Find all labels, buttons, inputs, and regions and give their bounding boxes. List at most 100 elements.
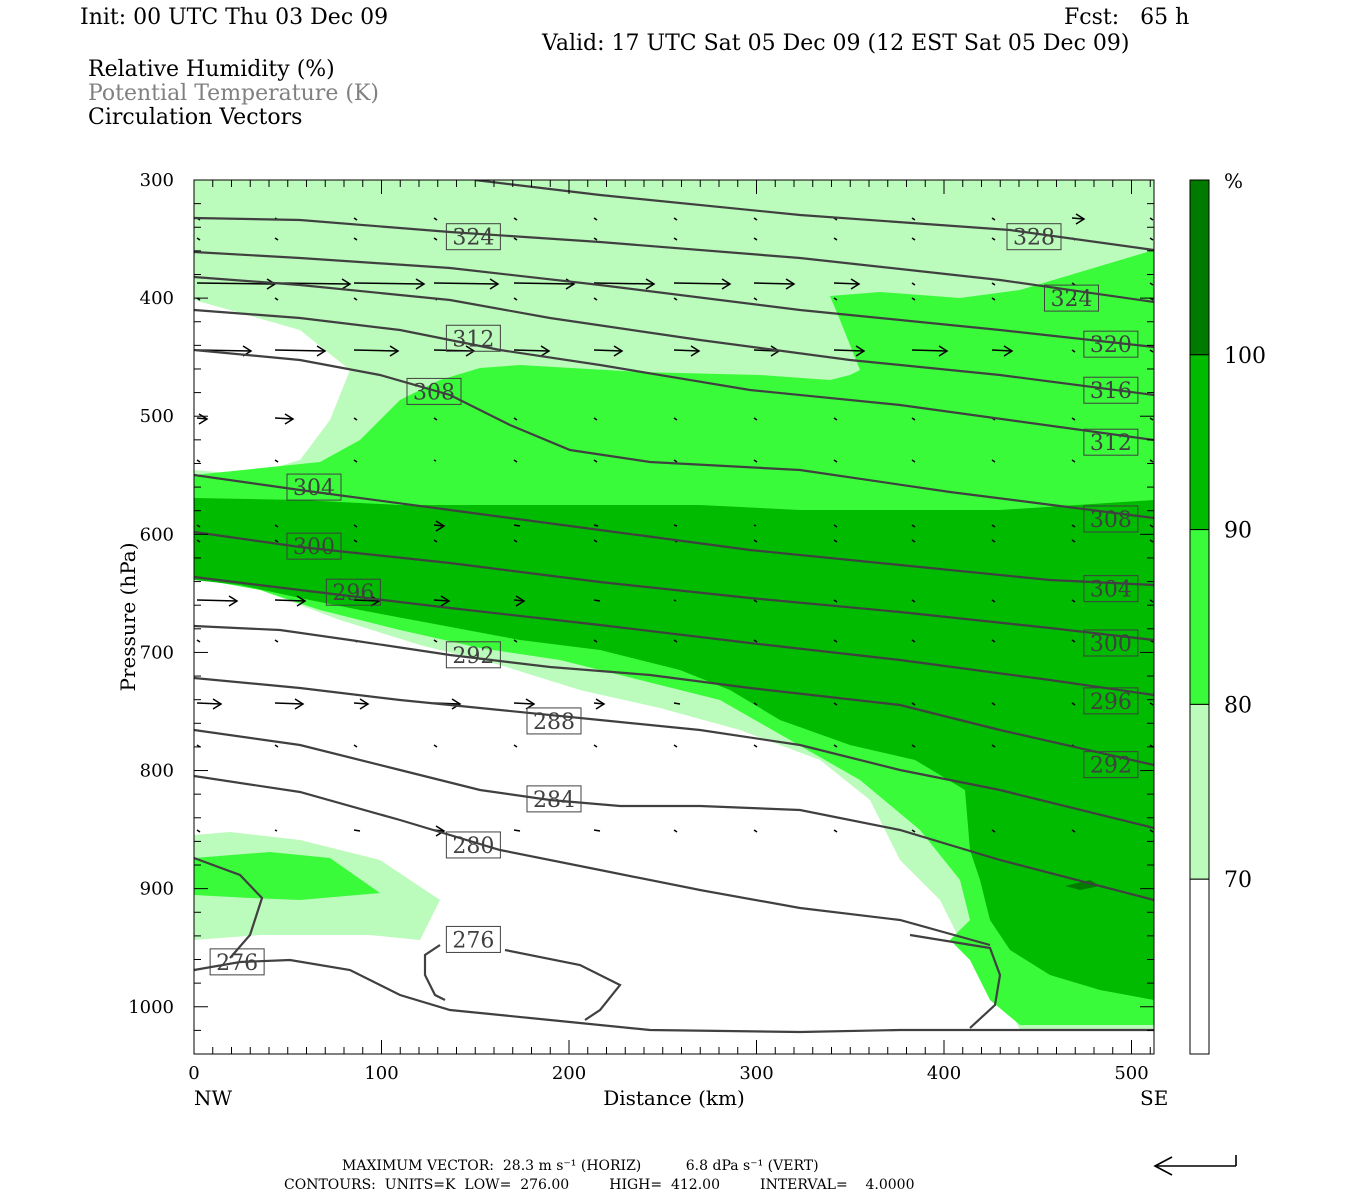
- contour-label-box: [1083, 376, 1139, 404]
- contour-label-box: [526, 707, 582, 735]
- circulation-vector: [911, 702, 916, 706]
- vector-arrowhead: [294, 698, 305, 710]
- circulation-vector: [753, 282, 795, 285]
- circulation-vector: [1149, 349, 1154, 353]
- circulation-vector: [1149, 539, 1154, 543]
- circulation-vector: [1071, 639, 1076, 643]
- circulation-vector: [753, 297, 758, 301]
- rh-90-region: [194, 498, 1154, 1000]
- circulation-vector: [196, 702, 222, 705]
- vector-arrowhead: [855, 345, 866, 357]
- circulation-vector: [593, 459, 598, 463]
- circulation-vector: [1149, 459, 1154, 463]
- theta-contour-280-mid: [504, 948, 622, 1021]
- circulation-vector: [274, 349, 326, 352]
- max-vector-note: MAXIMUM VECTOR: 28.3 m s⁻¹ (HORIZ) 6.8 d…: [342, 1158, 819, 1174]
- contour-label: 316: [1090, 379, 1132, 404]
- circulation-vector: [513, 744, 518, 748]
- contour-label: 292: [452, 644, 494, 669]
- circulation-vector: [673, 744, 678, 748]
- contour-label: 308: [413, 380, 455, 405]
- circulation-vector: [753, 599, 758, 603]
- plot-frame: [193, 179, 1155, 1055]
- colorbar-unit: %: [1224, 169, 1243, 193]
- circulation-vector: [353, 417, 358, 421]
- theta-contour-284: [194, 774, 991, 947]
- colorbar-segment: [1189, 703, 1210, 880]
- rh-below70-west-region: [194, 300, 350, 475]
- circulation-vector: [593, 282, 655, 285]
- contour-label: 304: [293, 476, 335, 501]
- vector-arrowhead: [389, 345, 400, 357]
- circulation-vector: [833, 459, 838, 463]
- circulation-vector: [513, 702, 535, 705]
- vector-arrowhead: [721, 278, 732, 290]
- circulation-vector: [673, 349, 700, 352]
- circulation-vector: [991, 459, 996, 463]
- theta-contour-276: [194, 958, 1154, 1034]
- circulation-vector: [753, 829, 758, 833]
- contour-label-box: [1044, 284, 1099, 312]
- y-tick-label: 800: [140, 761, 174, 782]
- circulation-vector: [593, 297, 598, 301]
- circulation-vector: [1149, 829, 1154, 833]
- circulation-vector: [433, 639, 438, 643]
- forecast-hour: Fcst: 65 h: [1064, 5, 1190, 30]
- circulation-vector: [433, 539, 438, 543]
- circulation-vector: [833, 349, 865, 352]
- vector-arrowhead: [785, 278, 796, 290]
- circulation-vector: [274, 237, 279, 241]
- contour-label: 296: [1090, 690, 1132, 715]
- circulation-vector: [673, 702, 681, 705]
- circulation-vector: [593, 217, 598, 221]
- colorbar-level-label: 80: [1224, 693, 1252, 718]
- circulation-vector: [433, 599, 450, 602]
- vector-arrowhead: [316, 345, 327, 357]
- rh-fill: [194, 180, 1154, 1054]
- contour-label-box: [1083, 575, 1139, 603]
- circulation-vector: [911, 599, 916, 603]
- contour-label-box: [445, 223, 501, 251]
- circulation-vector: [673, 599, 677, 602]
- contour-labels: 324 328 324 312 308 320 316 312 304 308 300 304 296 3…: [209, 223, 1139, 976]
- vector-arrowhead: [228, 595, 239, 607]
- vector-arrowhead: [296, 595, 307, 607]
- colorbar-level-label: 100: [1224, 344, 1266, 369]
- contour-label: 280: [452, 834, 494, 859]
- circulation-vector: [753, 459, 758, 463]
- circulation-vector: [1149, 217, 1154, 221]
- circulation-vector: [274, 459, 279, 463]
- y-tick-label: 300: [140, 170, 174, 191]
- circulation-vector: [833, 599, 838, 603]
- vector-arrowhead: [540, 345, 551, 357]
- circulation-vector: [353, 744, 358, 748]
- colorbar: 70 80 90 100: [1189, 179, 1266, 1055]
- contour-label-box: [209, 948, 265, 976]
- contour-label: 324: [1051, 287, 1093, 312]
- circulation-vector: [753, 744, 758, 748]
- circulation-vector: [353, 829, 361, 832]
- contour-label: 300: [1090, 632, 1132, 657]
- y-tick-label: 900: [140, 879, 174, 900]
- circulation-vector: [593, 829, 601, 832]
- circulation-vector: [353, 217, 358, 221]
- circulation-vector: [196, 639, 201, 643]
- circulation-vector: [673, 417, 678, 421]
- circulation-vector: [833, 237, 838, 241]
- circulation-vector: [753, 417, 758, 421]
- contour-label: 276: [452, 928, 494, 953]
- theta-contour-296: [194, 624, 1154, 767]
- circulation-vector: [196, 539, 201, 543]
- circulation-vector: [513, 459, 518, 463]
- circulation-vector: [274, 599, 306, 602]
- circulation-vector: [991, 829, 996, 833]
- circulation-vector: [513, 639, 518, 643]
- circulation-vector: [673, 459, 678, 463]
- x-tick-label: 300: [739, 1063, 773, 1084]
- circulation-vector: [833, 417, 838, 421]
- circulation-vector: [833, 744, 838, 748]
- contour-label-box: [286, 473, 342, 501]
- vector-arrowhead: [435, 520, 446, 532]
- colorbar-level-label: 90: [1224, 519, 1252, 544]
- circulation-vector: [673, 237, 678, 241]
